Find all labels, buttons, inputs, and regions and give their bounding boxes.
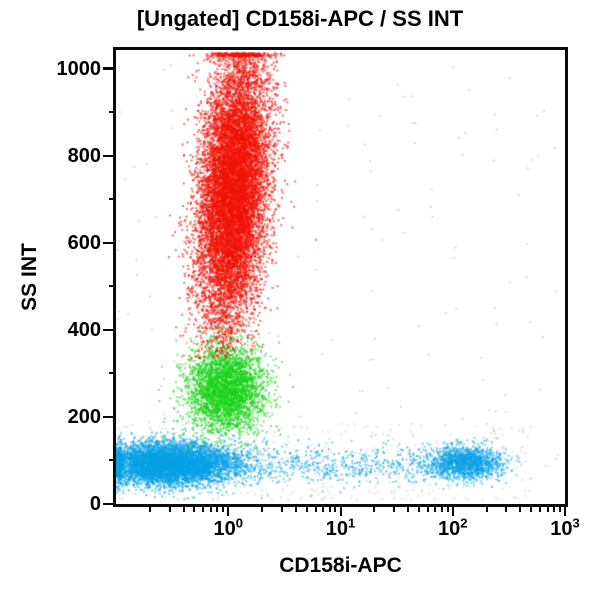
x-minor-tick-mark <box>148 507 151 512</box>
x-minor-tick-mark <box>305 507 308 512</box>
x-minor-tick-mark <box>519 507 522 512</box>
y-minor-tick-mark <box>109 198 116 201</box>
y-axis-label: SS INT <box>18 243 41 311</box>
x-minor-tick-mark <box>328 507 331 512</box>
y-tick-label: 1000 <box>56 57 102 80</box>
x-major-tick-mark <box>339 507 342 516</box>
x-minor-tick-mark <box>440 507 443 512</box>
x-minor-tick-mark <box>261 507 264 512</box>
x-minor-tick-mark <box>294 507 297 512</box>
y-major-tick-mark <box>103 241 116 245</box>
x-tick-label: 100 <box>213 515 243 540</box>
x-tick-label: 103 <box>550 515 580 540</box>
x-minor-tick-mark <box>407 507 410 512</box>
y-major-tick-mark <box>103 415 116 419</box>
y-minor-tick-mark <box>109 372 116 375</box>
y-major-tick-mark <box>103 154 116 158</box>
x-minor-tick-mark <box>558 507 561 512</box>
x-axis-label: CD158i-APC <box>279 554 402 577</box>
x-minor-tick-mark <box>434 507 437 512</box>
x-minor-tick-mark <box>373 507 376 512</box>
y-minor-tick-mark <box>109 111 116 114</box>
x-minor-tick-mark <box>314 507 317 512</box>
x-minor-tick-mark <box>446 507 449 512</box>
y-minor-tick-mark <box>109 285 116 288</box>
y-tick-label: 0 <box>89 493 101 515</box>
x-minor-tick-mark <box>530 507 533 512</box>
x-minor-tick-mark <box>553 507 556 512</box>
y-tick-label: 600 <box>67 231 101 254</box>
x-minor-tick-mark <box>222 507 225 512</box>
y-major-tick-mark <box>103 328 116 332</box>
x-major-tick-mark <box>451 507 454 516</box>
chart-title: [Ungated] CD158i-APC / SS INT <box>136 6 464 31</box>
y-minor-tick-mark <box>109 459 116 462</box>
x-minor-tick-mark <box>202 507 205 512</box>
x-minor-tick-mark <box>209 507 212 512</box>
x-minor-tick-mark <box>322 507 325 512</box>
plot-area <box>113 47 568 507</box>
y-major-tick-mark <box>103 502 116 506</box>
x-minor-tick-mark <box>426 507 429 512</box>
x-minor-tick-mark <box>216 507 219 512</box>
y-tick-label: 400 <box>67 318 101 341</box>
x-major-tick-mark <box>227 507 230 516</box>
x-minor-tick-mark <box>182 507 185 512</box>
x-minor-tick-mark <box>168 507 171 512</box>
x-minor-tick-mark <box>417 507 420 512</box>
x-minor-tick-mark <box>546 507 549 512</box>
scatter-canvas <box>116 50 565 504</box>
x-minor-tick-mark <box>393 507 396 512</box>
x-minor-tick-mark <box>539 507 542 512</box>
x-major-tick-mark <box>564 507 566 516</box>
x-minor-tick-mark <box>280 507 283 512</box>
y-major-tick-mark <box>103 67 116 70</box>
x-minor-tick-mark <box>485 507 488 512</box>
x-tick-label: 102 <box>438 515 468 540</box>
x-minor-tick-mark <box>505 507 508 512</box>
y-tick-label: 200 <box>67 405 101 428</box>
y-tick-label: 800 <box>67 144 101 167</box>
x-minor-tick-mark <box>334 507 337 512</box>
x-minor-tick-mark <box>193 507 196 512</box>
x-tick-label: 101 <box>325 515 356 540</box>
